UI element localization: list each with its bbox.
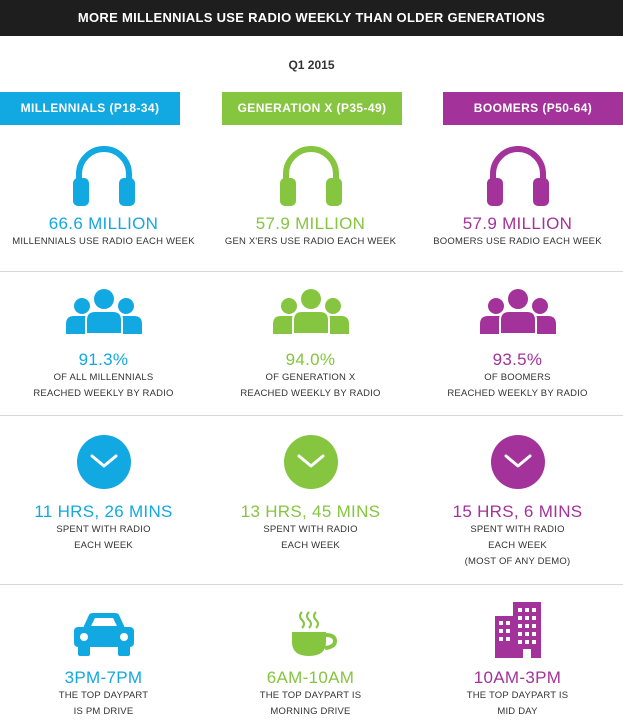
audience-value: 66.6 MILLION [48,214,159,233]
time-caption-line2: EACH WEEK [488,540,547,551]
column-header-boomers: BOOMERS (P50-64) [443,92,623,125]
audience-caption: BOOMERS USE RADIO EACH WEEK [433,236,602,247]
daypart-value: 6AM-10AM [266,668,355,687]
reach-millennials: 91.3% OF ALL MILLENNIALS REACHED WEEKLY … [0,288,207,402]
daypart-caption-line1: THE TOP DAYPART IS [466,690,569,701]
reach-genx: 94.0% OF GENERATION X REACHED WEEKLY BY … [207,288,414,402]
daypart-caption-line2: IS PM DRIVE [73,706,134,717]
infographic-title: MORE MILLENNIALS USE RADIO WEEKLY THAN O… [0,0,623,36]
audience-boomers: 57.9 MILLION BOOMERS USE RADIO EACH WEEK [414,140,621,250]
time-caption-line1: SPENT WITH RADIO [56,524,151,535]
reach-value: 93.5% [492,350,543,369]
audience-caption: GEN X'ERS USE RADIO EACH WEEK [224,236,397,247]
headphones-icon [486,146,549,206]
reach-caption-line2: REACHED WEEKLY BY RADIO [447,388,588,399]
audience-value: 57.9 MILLION [255,214,366,233]
column-label: BOOMERS (P50-64) [443,92,623,125]
daypart-millennials: 3PM-7PM THE TOP DAYPART IS PM DRIVE [0,610,207,720]
time-boomers: 15 HRS, 6 MINS SPENT WITH RADIO EACH WEE… [414,434,621,570]
time-caption-line2: EACH WEEK [74,540,133,551]
car-icon [73,613,134,656]
reach-caption-line1: OF BOOMERS [484,372,551,383]
headphones-icon [72,146,135,206]
audience-genx: 57.9 MILLION GEN X'ERS USE RADIO EACH WE… [207,140,414,250]
reach-boomers: 93.5% OF BOOMERS REACHED WEEKLY BY RADIO [414,288,621,402]
daypart-caption-line2: MID DAY [497,706,538,717]
row-divider [0,584,623,585]
time-value: 13 HRS, 45 MINS [240,502,381,521]
column-label: GENERATION X (P35-49) [222,92,402,125]
time-caption-line2: EACH WEEK [281,540,340,551]
daypart-value: 10AM-3PM [473,668,562,687]
people-group-icon [479,289,556,335]
clock-icon [76,435,131,489]
daypart-value: 3PM-7PM [64,668,143,687]
office-building-icon [494,602,541,658]
daypart-genx: 6AM-10AM THE TOP DAYPART IS MORNING DRIV… [207,610,414,720]
period-label: Q1 2015 [288,58,335,72]
row-divider [0,415,623,416]
daypart-boomers: 10AM-3PM THE TOP DAYPART IS MID DAY [414,600,621,720]
column-header-genx: GENERATION X (P35-49) [222,92,402,125]
time-caption-line3: (MOST OF ANY DEMO) [464,556,571,567]
headphones-icon [279,146,342,206]
row-divider [0,271,623,272]
clock-icon [490,435,545,489]
time-genx: 13 HRS, 45 MINS SPENT WITH RADIO EACH WE… [207,434,414,554]
reach-caption-line1: OF GENERATION X [265,372,356,383]
clock-icon [283,435,338,489]
column-header-millennials: MILLENNIALS (P18-34) [0,92,180,125]
audience-caption: MILLENNIALS USE RADIO EACH WEEK [12,236,195,247]
reach-caption-line1: OF ALL MILLENNIALS [53,372,154,383]
time-millennials: 11 HRS, 26 MINS SPENT WITH RADIO EACH WE… [0,434,207,554]
time-value: 11 HRS, 26 MINS [34,502,173,521]
audience-millennials: 66.6 MILLION MILLENNIALS USE RADIO EACH … [0,140,207,250]
reach-caption-line2: REACHED WEEKLY BY RADIO [240,388,381,399]
coffee-cup-icon [291,611,337,656]
daypart-caption-line1: THE TOP DAYPART [58,690,149,701]
daypart-caption-line1: THE TOP DAYPART IS [259,690,362,701]
people-group-icon [65,289,142,335]
time-value: 15 HRS, 6 MINS [452,502,583,521]
audience-value: 57.9 MILLION [462,214,573,233]
daypart-caption-line2: MORNING DRIVE [270,706,351,717]
time-caption-line1: SPENT WITH RADIO [470,524,565,535]
column-label: MILLENNIALS (P18-34) [0,92,180,125]
reach-value: 94.0% [285,350,336,369]
reach-caption-line2: REACHED WEEKLY BY RADIO [33,388,174,399]
people-group-icon [272,289,349,335]
reach-value: 91.3% [78,350,129,369]
time-caption-line1: SPENT WITH RADIO [263,524,358,535]
